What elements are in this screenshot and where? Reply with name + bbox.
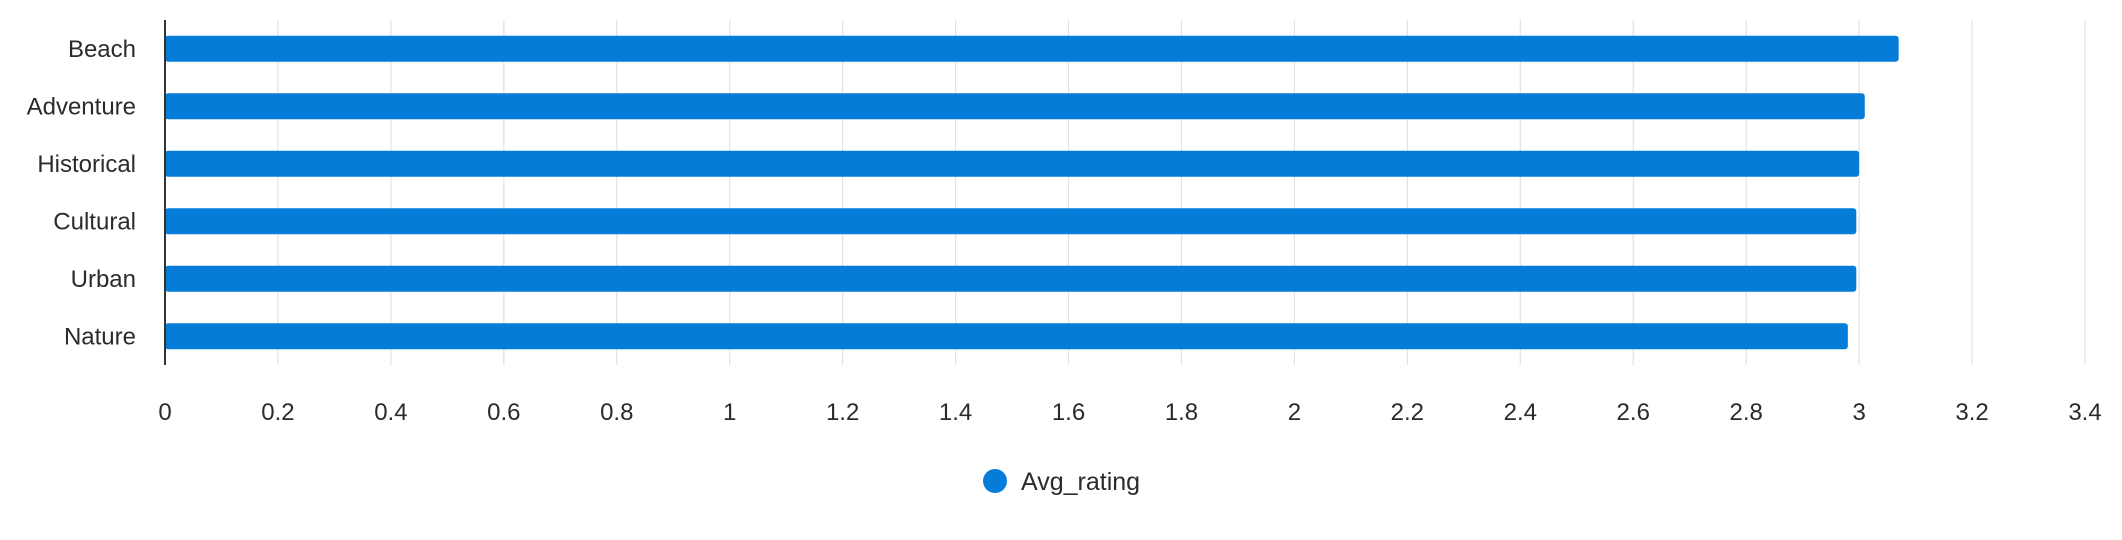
- category-label-adventure: Adventure: [27, 93, 136, 120]
- bar-historical[interactable]: [165, 150, 1860, 177]
- x-tick-label: 3.4: [2068, 399, 2101, 426]
- x-tick-label: 3: [1852, 399, 1865, 426]
- bar-urban[interactable]: [165, 265, 1857, 292]
- x-tick-label: 0.6: [487, 399, 520, 426]
- bar-adventure[interactable]: [165, 93, 1865, 120]
- bar-beach[interactable]: [165, 35, 1899, 62]
- x-tick-label: 2.2: [1391, 399, 1424, 426]
- x-tick-labels: 0 0.2 0.4 0.6 0.8 1 1.2 1.4 1.6 1.8 2 2.2 2.4 2.6 2.8 3…: [158, 399, 2101, 426]
- gridlines: [277, 20, 2086, 365]
- x-tick-label: 0: [158, 399, 171, 426]
- category-label-historical: Historical: [37, 151, 136, 178]
- x-tick-label: 3.2: [1955, 399, 1988, 426]
- x-tick-label: 1.8: [1165, 399, 1198, 426]
- legend-label[interactable]: Avg_rating: [1021, 468, 1140, 496]
- legend-swatch-circle-icon[interactable]: [983, 469, 1007, 493]
- x-tick-label: 1.4: [939, 399, 972, 426]
- x-tick-label: 2: [1288, 399, 1301, 426]
- bar-nature[interactable]: [165, 323, 1848, 350]
- x-tick-label: 1: [723, 399, 736, 426]
- x-tick-label: 0.2: [261, 399, 294, 426]
- x-tick-label: 2.8: [1729, 399, 1762, 426]
- legend[interactable]: Avg_rating: [983, 468, 1140, 496]
- x-tick-label: 0.4: [374, 399, 407, 426]
- x-tick-label: 1.2: [826, 399, 859, 426]
- x-tick-label: 1.6: [1052, 399, 1085, 426]
- x-tick-label: 2.4: [1504, 399, 1537, 426]
- bar-cultural[interactable]: [165, 208, 1857, 235]
- category-label-beach: Beach: [68, 36, 136, 63]
- category-labels: Beach Adventure Historical Cultural Urban Nat…: [27, 36, 136, 351]
- bars: [165, 35, 1899, 350]
- category-label-cultural: Cultural: [53, 208, 136, 235]
- category-label-nature: Nature: [64, 323, 136, 350]
- x-tick-label: 2.6: [1617, 399, 1650, 426]
- x-tick-label: 0.8: [600, 399, 633, 426]
- category-label-urban: Urban: [71, 266, 136, 293]
